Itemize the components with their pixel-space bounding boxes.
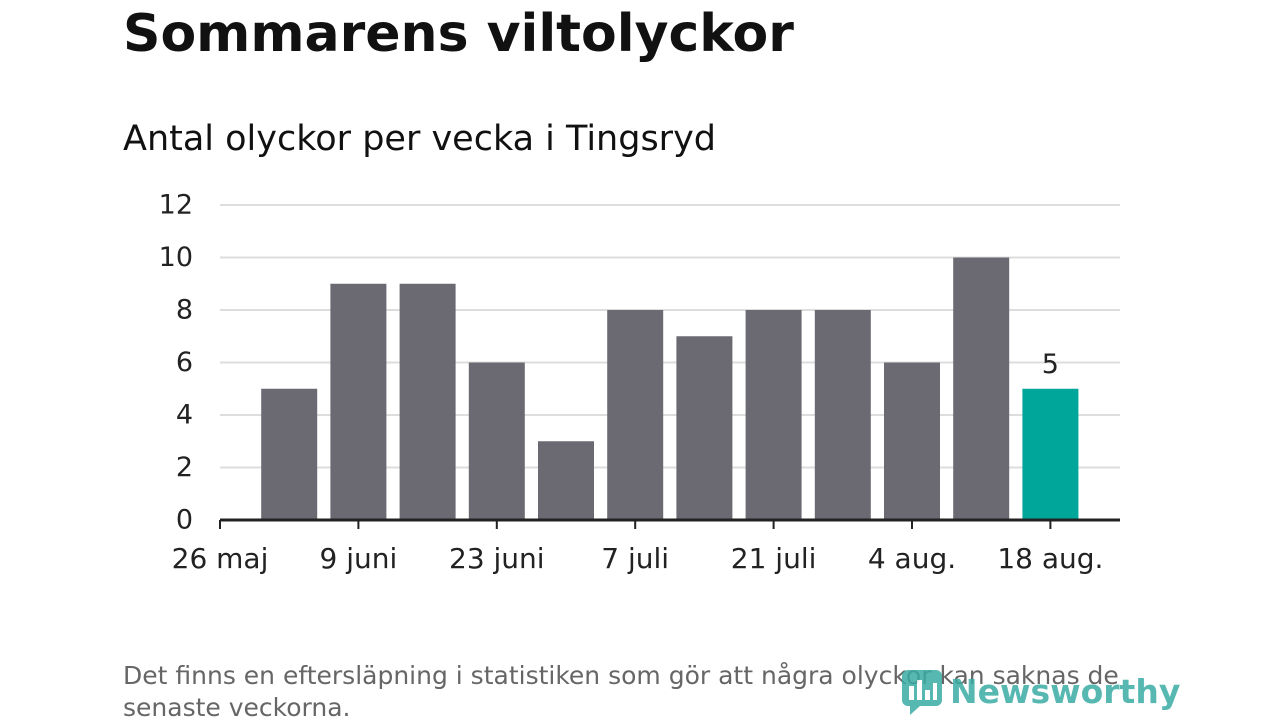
x-tick-label: 4 aug.	[868, 542, 956, 575]
bar	[884, 362, 940, 520]
y-tick-label: 10	[159, 242, 193, 273]
footnote: Det finns en eftersläpning i statistiken…	[123, 661, 1119, 722]
bar	[330, 283, 387, 520]
bar	[676, 336, 733, 520]
bar	[399, 283, 456, 520]
bar-data-label: 5	[1042, 349, 1059, 380]
y-tick-label: 2	[176, 452, 193, 483]
x-tick-label: 21 juli	[731, 542, 817, 575]
bar-highlighted	[1022, 388, 1079, 520]
newsworthy-logo: Newsworthy	[900, 668, 1180, 716]
bar	[814, 310, 871, 520]
x-tick-label: 26 maj	[172, 542, 269, 575]
brand-name: Newsworthy	[950, 672, 1181, 711]
y-tick-label: 8	[176, 295, 193, 326]
x-tick-label: 9 juni	[320, 542, 398, 575]
bar	[538, 441, 594, 520]
bar	[607, 310, 664, 520]
bar	[953, 257, 1010, 520]
newsworthy-logo-icon	[902, 670, 942, 715]
y-tick-label: 6	[176, 347, 193, 378]
y-tick-label: 12	[159, 190, 193, 221]
y-tick-label: 4	[176, 400, 193, 431]
bar-chart: 0 2 4 6 8 10 12 5 26 maj 9 juni 23 juni 7 juli 21 ju…	[159, 190, 1120, 575]
chart-title: Sommarens viltolyckor	[123, 4, 794, 64]
y-tick-label: 0	[176, 505, 193, 536]
x-tick-label: 23 juni	[449, 542, 545, 575]
bar	[745, 310, 802, 520]
bar	[261, 388, 318, 520]
bar	[468, 362, 525, 520]
x-tick-label: 18 aug.	[997, 542, 1103, 575]
chart-subtitle: Antal olyckor per vecka i Tingsryd	[123, 119, 717, 159]
x-tick-label: 7 juli	[601, 542, 669, 575]
